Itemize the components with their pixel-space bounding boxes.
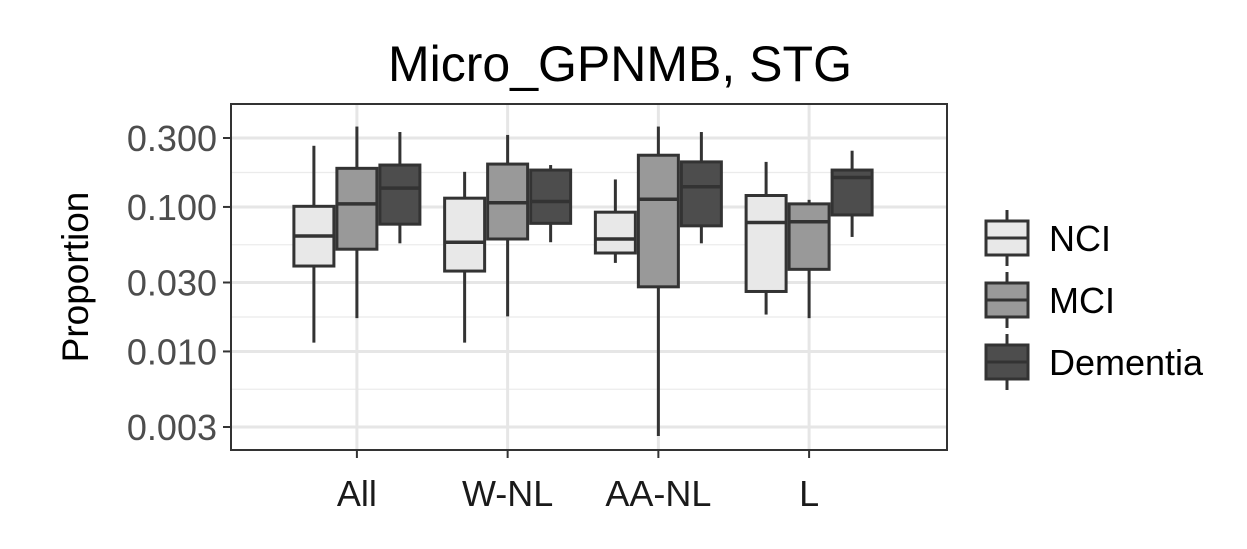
legend: NCI MCI Dementia [984,210,1204,390]
y-tick-label: 0.003 [127,407,217,448]
y-axis: 0.003 0.010 0.030 0.100 0.300 [127,118,231,448]
box-nci [744,194,788,293]
legend-item-dementia: Dementia [984,334,1204,390]
legend-item-mci: MCI [984,272,1115,328]
box-mci [636,153,680,289]
x-tick-label: All [337,473,377,514]
box-dementia [679,160,723,228]
y-tick-label: 0.030 [127,263,217,304]
box-mci [787,202,831,271]
plot-panel [231,104,947,450]
box-group-all [292,126,422,343]
box-group-l [744,150,874,319]
box-group-w-nl [443,134,573,343]
box-dementia [378,163,422,226]
x-tick-label: W-NL [462,473,553,514]
plot-border [230,103,948,451]
legend-item-nci: NCI [984,210,1111,266]
box-nci [443,196,487,273]
x-axis: All W-NL AA-NL L [337,450,819,514]
y-tick-label: 0.300 [127,118,217,159]
box-dementia [529,168,573,225]
chart-title: Micro_GPNMB, STG [388,36,852,92]
box-nci [593,210,637,255]
x-tick-label: L [799,473,819,514]
y-tick-label: 0.010 [127,331,217,372]
legend-label: MCI [1049,280,1115,321]
box-mci [335,166,379,251]
box-group-aa-nl [593,126,723,436]
x-tick-label: AA-NL [605,473,711,514]
box-groups [292,126,874,436]
y-tick-label: 0.100 [127,187,217,228]
legend-label: Dementia [1049,342,1204,383]
legend-label: NCI [1049,218,1111,259]
y-axis-label: Proportion [55,192,96,363]
